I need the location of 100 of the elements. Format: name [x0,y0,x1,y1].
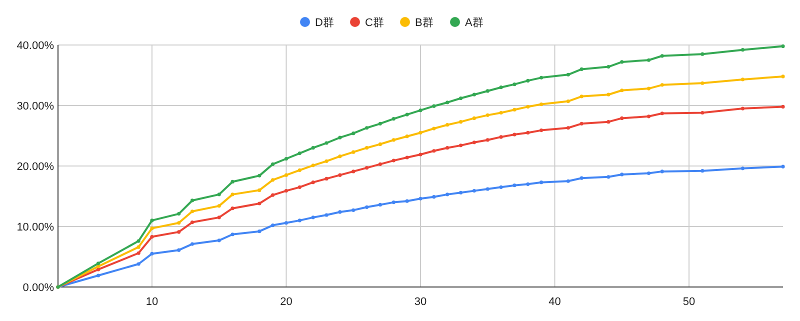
point [418,152,422,156]
point [472,116,476,120]
point [781,44,785,48]
point [284,173,288,177]
point [700,81,704,85]
point [230,206,234,210]
point [499,86,503,90]
point [660,112,664,116]
point [566,72,570,76]
point [96,264,100,268]
y-tick-label: 40.00% [16,40,54,52]
point [150,234,154,239]
point [620,60,624,64]
point [646,86,651,90]
point [338,154,342,158]
x-tick-label: 50 [682,296,696,308]
point [284,221,288,225]
point [324,141,328,145]
point [352,208,356,212]
point [486,138,490,142]
point [177,230,181,234]
point [405,199,409,203]
point [486,187,490,191]
y-tick-label: 10.00% [16,222,54,234]
point [378,122,382,126]
point [150,252,154,256]
x-tick-label: 10 [146,296,158,308]
point [700,110,704,115]
point [781,164,785,168]
y-tick-label: 0.00% [22,282,54,294]
point [458,96,463,100]
point [620,172,624,176]
point [499,110,503,115]
point [458,144,463,148]
point [311,180,315,184]
point [646,114,651,118]
point [580,176,584,180]
point [338,210,342,214]
point [526,182,530,186]
point [405,112,409,116]
point [646,171,651,176]
point [620,116,624,120]
point [405,134,409,138]
point [298,185,302,189]
point [378,202,382,207]
point [338,173,342,177]
point [364,205,369,209]
point [580,67,584,71]
point [96,268,100,272]
point [230,192,234,196]
point [190,210,194,214]
legend-label: C群 [365,17,384,29]
point [284,189,288,193]
point [217,216,221,220]
legend-label: D群 [315,17,334,29]
point [258,188,262,192]
point [392,200,396,204]
point [486,89,490,93]
point [566,126,570,130]
point [418,196,422,200]
point [298,151,302,156]
point [96,274,100,278]
point [364,126,369,130]
point [446,123,450,127]
point [271,223,275,228]
point [258,202,262,206]
point [177,221,181,225]
point [781,74,785,78]
point [217,192,221,196]
point [378,142,382,146]
point [781,104,785,109]
point [96,262,100,266]
point [177,248,181,252]
point [364,166,369,170]
point [230,180,234,184]
point [432,126,436,130]
point [271,162,275,166]
point [499,135,503,139]
point [540,76,544,80]
point [136,251,140,255]
point [311,216,315,220]
point [190,242,194,246]
point [486,113,490,117]
point [740,78,745,82]
legend-label: A群 [465,17,484,29]
point [136,262,140,266]
point [512,132,516,136]
point [324,159,328,163]
point [378,162,382,166]
point [580,94,584,98]
point [472,140,476,144]
point [458,190,463,194]
point [660,170,664,174]
point [338,136,342,140]
point [150,226,154,230]
point [150,218,154,222]
point [606,175,610,179]
point [606,64,610,69]
point [217,238,221,242]
point [458,120,463,124]
